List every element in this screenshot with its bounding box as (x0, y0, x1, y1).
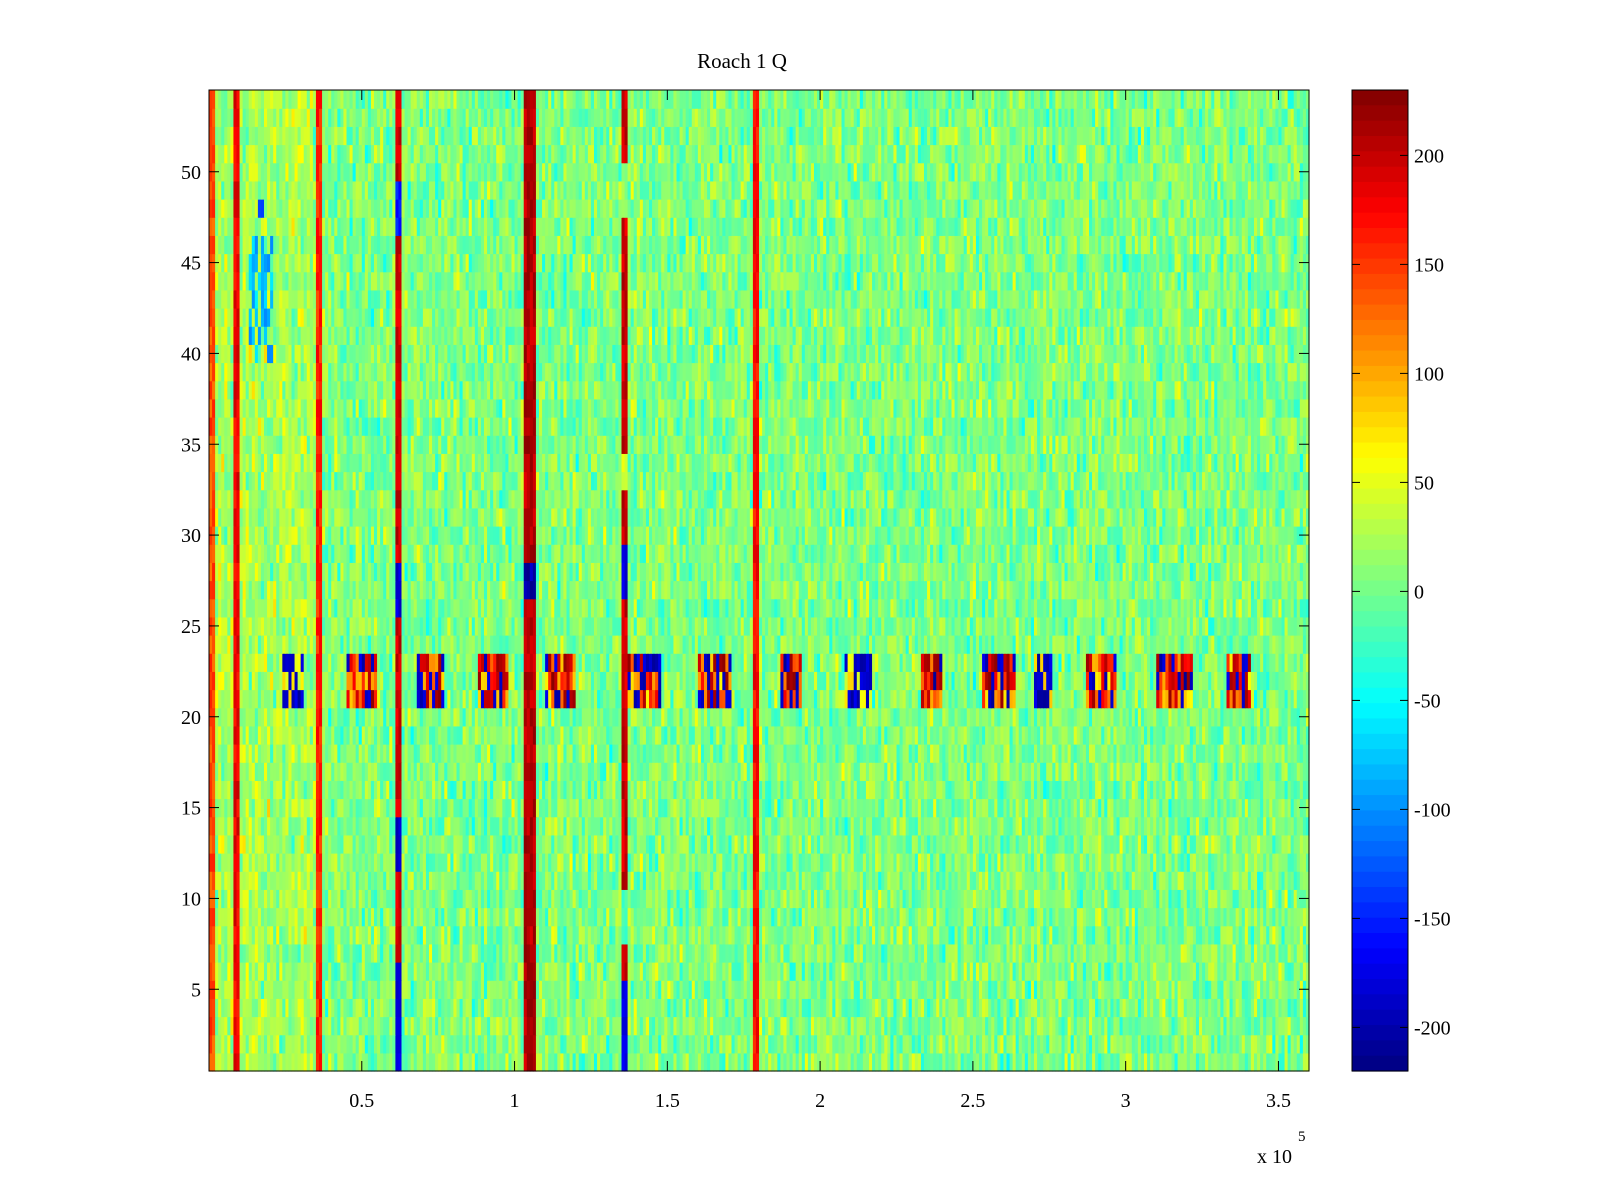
chart-title: Roach 1 Q (697, 49, 787, 73)
heatmap-cells (209, 90, 1310, 1072)
